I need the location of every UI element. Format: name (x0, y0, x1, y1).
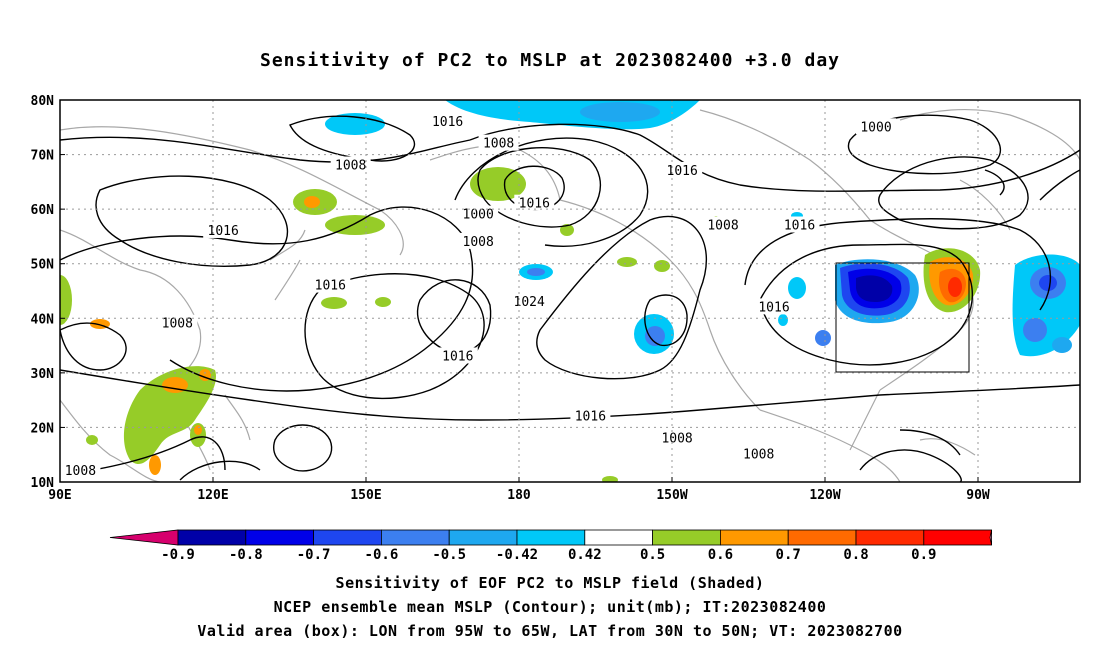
contour-label: 1024 (514, 295, 545, 310)
lon-tick-label: 120E (197, 488, 228, 503)
colorbar-extend-high (989, 529, 992, 546)
contour-label-bg (657, 429, 698, 446)
contour-label-bg (779, 216, 820, 233)
lon-axis: 90E120E150E180150W120W90W60W (48, 477, 990, 503)
colorbar-swatch (177, 529, 247, 546)
contour-label: 1008 (661, 431, 692, 446)
lat-tick-label: 70N (31, 149, 55, 164)
contour-label-bg (754, 298, 794, 315)
contour-label-bg (427, 112, 468, 129)
contour-label: 1008 (483, 137, 514, 152)
coastlines (60, 108, 1080, 482)
contour-label: 1000 (463, 208, 494, 223)
contour-label: 1016 (575, 410, 606, 425)
contour-label: 1008 (707, 219, 738, 234)
colorbar-label: -0.5 (432, 547, 466, 563)
lat-tick-label: 80N (31, 94, 55, 109)
contour-label-bg (738, 445, 779, 462)
contour-label: 1008 (335, 158, 366, 173)
contour-label: 1016 (432, 115, 463, 130)
lat-tick-label: 60N (31, 203, 55, 218)
contour-label: 1016 (208, 224, 239, 239)
colorbar-swatch (923, 529, 992, 546)
contour-label-bg (514, 194, 555, 211)
contour-label: 1008 (65, 464, 96, 479)
map-title: Sensitivity of PC2 to MSLP at 2023082400… (259, 50, 840, 71)
lat-tick-label: 50N (31, 258, 55, 273)
contour-label-bg (570, 407, 611, 424)
colorbar-extend-low (109, 529, 179, 546)
lat-tick-label: 40N (31, 312, 55, 327)
valid-area-box (835, 262, 970, 373)
contour-label: 1008 (743, 448, 774, 463)
colorbar-label: 0.5 (640, 547, 665, 563)
colorbar-swatch (380, 529, 450, 546)
colorbar-label: 0.7 (776, 547, 801, 563)
contour-label-bg (703, 216, 743, 233)
map-frame (59, 99, 1081, 483)
colorbar-swatch (516, 529, 586, 546)
contour-label-bg (437, 347, 478, 364)
colorbar-swatch (855, 529, 925, 546)
contour-label: 1000 (860, 120, 891, 135)
contour-label-bg (330, 156, 371, 173)
colorbar-label: 0.9 (911, 547, 936, 563)
colorbar-label: 0.42 (568, 547, 602, 563)
contour-label-bg (60, 462, 101, 479)
colorbar-label: 0.6 (708, 547, 733, 563)
contour-labels: 1016 1008 1008 1016 1000 1016 1000 1016 1008 1016… (60, 112, 896, 479)
colorbar-swatch (313, 529, 382, 546)
lon-tick-label: 90E (48, 488, 71, 503)
colorbar-label: -0.8 (229, 547, 263, 563)
colorbar-label: -0.9 (161, 547, 195, 563)
colorbar-swatch (720, 529, 789, 546)
colorbar-label: -0.7 (297, 547, 331, 563)
contour-label-bg (856, 118, 896, 135)
colorbar-swatch (584, 529, 653, 546)
contour-label: 1008 (162, 317, 193, 332)
contour-label: 1016 (784, 219, 815, 234)
lon-tick-label: 120W (809, 488, 840, 503)
lat-tick-label: 10N (31, 476, 55, 491)
lat-axis: 80N 70N 60N 50N 40N 30N 20N 10N (31, 94, 65, 491)
colorbar-swatch (245, 529, 315, 546)
contour-label-bg (478, 134, 519, 151)
caption-line-2: NCEP ensemble mean MSLP (Contour); unit(… (273, 598, 827, 616)
colorbar-swatch (652, 529, 721, 546)
contour-label: 1016 (315, 279, 346, 294)
caption-line-1: Sensitivity of EOF PC2 to MSLP field (Sh… (335, 574, 765, 592)
contour-label-bg (458, 232, 499, 249)
lat-tick-label: 30N (31, 367, 55, 382)
colorbar-label: -0.42 (496, 547, 538, 563)
contour-label: 1016 (519, 197, 550, 212)
colorbar: -0.9 -0.8 -0.7 -0.6 -0.5 -0.42 0.42 0.5 0.6 0.7 0.… (109, 529, 992, 563)
colorbar-swatch (787, 529, 857, 546)
lon-tick-label: 150W (656, 488, 687, 503)
lon-tick-label: 90W (966, 488, 990, 503)
lon-tick-label: 150E (350, 488, 381, 503)
colorbar-label: 0.8 (843, 547, 868, 563)
lat-tick-label: 20N (31, 421, 55, 436)
colorbar-swatch (448, 529, 518, 546)
lon-tick-label: 180 (507, 488, 531, 503)
caption-line-3: Valid area (box): LON from 95W to 65W, L… (197, 622, 903, 640)
shaded-sensitivity (60, 100, 1080, 482)
contour-label: 1016 (442, 349, 473, 364)
contour-label: 1016 (667, 164, 698, 179)
colorbar-label: -0.6 (365, 547, 399, 563)
contour-label: 1008 (463, 235, 494, 250)
grid (60, 100, 1080, 482)
contour-label-bg (310, 276, 351, 293)
contour-label: 1016 (758, 300, 789, 315)
